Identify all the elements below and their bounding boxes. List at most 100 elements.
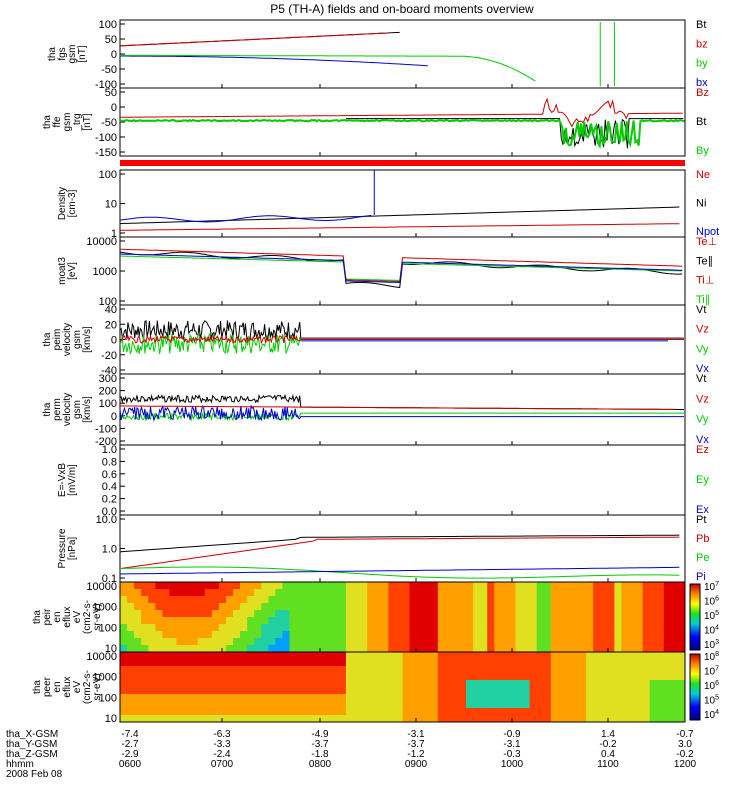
spec-cell xyxy=(522,638,531,646)
spec-cell xyxy=(247,652,255,660)
spec-cell xyxy=(141,589,149,597)
spec-cell xyxy=(204,701,213,709)
spec-cell xyxy=(374,596,382,604)
spec-cell xyxy=(225,631,234,639)
spec-cell xyxy=(381,715,389,723)
spec-cell xyxy=(197,603,206,611)
spec-cell xyxy=(346,708,354,716)
spec-cell xyxy=(225,589,234,597)
spec-cell xyxy=(635,687,644,695)
spec-cell xyxy=(374,715,382,723)
spec-cell xyxy=(642,589,651,597)
spec-cell xyxy=(360,673,368,681)
spec-cell xyxy=(572,680,580,688)
spec-cell xyxy=(211,645,220,653)
spec-cell xyxy=(353,694,361,702)
spec-cell xyxy=(416,673,425,681)
spec-cell xyxy=(353,603,361,611)
spec-cell xyxy=(536,638,545,646)
spec-cell xyxy=(642,701,651,709)
spec-cell xyxy=(268,638,276,646)
spec-cell xyxy=(282,680,290,688)
spec-cell xyxy=(494,715,502,723)
spec-cell xyxy=(621,694,629,702)
spec-cell xyxy=(677,659,686,667)
spec-cell xyxy=(508,624,516,632)
y-tick-label: -20 xyxy=(101,350,117,362)
spec-cell xyxy=(416,596,425,604)
spec-cell xyxy=(572,687,580,695)
spec-cell xyxy=(451,687,460,695)
spec-cell xyxy=(190,687,199,695)
spec-cell xyxy=(649,624,658,632)
spec-cell xyxy=(268,589,276,597)
ephemeris-value: -7.4 xyxy=(121,729,139,740)
y-label-line: en xyxy=(52,681,63,692)
spec-cell xyxy=(268,701,276,709)
spec-cell xyxy=(677,708,686,716)
spec-cell xyxy=(459,589,467,597)
y-label-line: [nT] xyxy=(77,45,88,62)
spec-cell xyxy=(670,715,679,723)
spec-cell xyxy=(579,715,587,723)
spec-cell xyxy=(670,624,679,632)
spec-cell xyxy=(459,673,467,681)
spec-cell xyxy=(120,715,128,723)
spec-cell xyxy=(494,666,502,674)
spec-cell xyxy=(254,631,262,639)
spec-cell xyxy=(572,659,580,667)
spec-cell xyxy=(169,701,177,709)
spec-cell xyxy=(480,631,488,639)
spec-cell xyxy=(614,687,622,695)
spec-cell xyxy=(169,708,177,716)
spec-cell xyxy=(522,715,531,723)
y-tick-label: 50 xyxy=(105,34,117,46)
spec-cell xyxy=(642,666,651,674)
spec-cell xyxy=(317,708,326,716)
spec-cell xyxy=(148,680,156,688)
spec-cell xyxy=(310,638,319,646)
colorbar-label: 104 xyxy=(704,625,719,637)
spec-cell xyxy=(451,715,460,723)
y-label-line: E=-VxB xyxy=(57,463,68,498)
spec-cell xyxy=(437,610,446,618)
spec-cell xyxy=(183,666,192,674)
spec-cell xyxy=(459,596,467,604)
spec-cell xyxy=(360,687,368,695)
spec-cell xyxy=(642,631,651,639)
spec-cell xyxy=(473,596,481,604)
spec-cell xyxy=(543,610,552,618)
spec-cell xyxy=(190,631,199,639)
spec-cell xyxy=(402,582,411,590)
spec-cell xyxy=(183,687,192,695)
spec-cell xyxy=(614,603,622,611)
spec-cell xyxy=(473,680,481,688)
ephemeris-value: -2.4 xyxy=(213,749,231,760)
spec-cell xyxy=(635,673,644,681)
spec-cell xyxy=(487,638,495,646)
spec-cell xyxy=(346,596,354,604)
spec-cell xyxy=(303,708,312,716)
spec-cell xyxy=(642,659,651,667)
spec-cell xyxy=(501,673,509,681)
spec-cell xyxy=(183,708,192,716)
spec-cell xyxy=(430,617,439,625)
spec-cell xyxy=(572,715,580,723)
spec-cell xyxy=(360,666,368,674)
spec-cell xyxy=(430,680,439,688)
spec-cell xyxy=(303,659,312,667)
spec-cell xyxy=(423,701,432,709)
spec-cell xyxy=(169,694,177,702)
spec-cell xyxy=(451,680,460,688)
spec-cell xyxy=(656,582,665,590)
spec-cell xyxy=(282,687,290,695)
spec-cell xyxy=(557,596,566,604)
spec-cell xyxy=(466,673,474,681)
legend-vz: Vz xyxy=(696,324,709,336)
spec-cell xyxy=(564,680,573,688)
y-tick-label: 1.0 xyxy=(102,544,117,556)
spec-cell xyxy=(501,687,509,695)
spec-cell xyxy=(303,715,312,723)
spec-cell xyxy=(409,715,418,723)
